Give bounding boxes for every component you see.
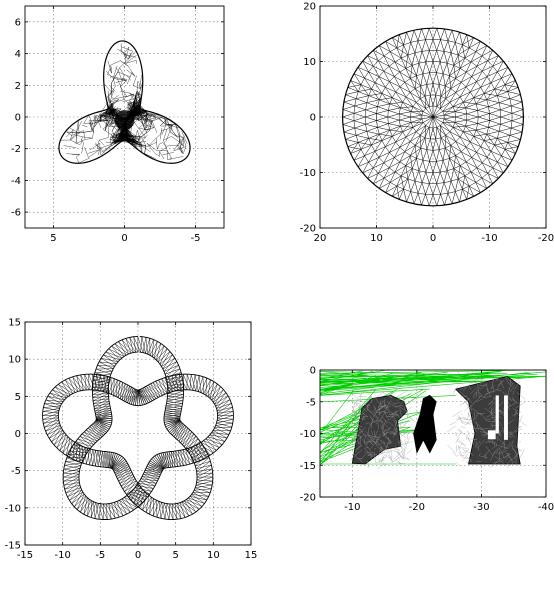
tick-marks <box>320 369 547 498</box>
x-tick-label: -20 <box>409 502 425 513</box>
propeller-hub <box>114 110 135 131</box>
y-tick-label: 10 <box>303 57 316 68</box>
knot-tube-outline <box>42 336 234 521</box>
disk-boundary <box>342 27 525 207</box>
y-tick-label: 20 <box>303 2 316 13</box>
x-tick-label: 10 <box>370 233 383 244</box>
y-tick-label: -15 <box>5 541 21 552</box>
mesh-part-gap <box>495 395 499 434</box>
series-group <box>42 336 234 521</box>
x-tick-label: -15 <box>17 550 33 561</box>
chart-4: -10 -20 -30 -40 0 -5 -10 -15 -20 <box>300 366 554 514</box>
x-tick-label: -20 <box>538 233 554 244</box>
x-tick-label: -5 <box>95 550 105 561</box>
y-tick-label: -20 <box>300 493 316 504</box>
x-tick-label: -10 <box>344 502 360 513</box>
x-tick-label: 0 <box>121 233 127 244</box>
x-tick-label: 0 <box>430 233 436 244</box>
chart-3: -15 -10 -5 0 5 10 15 15 10 5 0 -5 -10 -15 <box>5 318 258 562</box>
x-tick-label: -10 <box>54 550 70 561</box>
y-tick-label: 10 <box>8 355 21 366</box>
y-tick-label: -2 <box>11 144 21 155</box>
y-tick-label: -4 <box>11 176 21 187</box>
y-tick-label: 2 <box>15 81 21 92</box>
chart-1: 5 0 -5 6 4 2 0 -2 -4 -6 <box>11 5 225 244</box>
mesh-part-gap <box>487 430 496 440</box>
x-tick-label: 15 <box>245 550 258 561</box>
series-group <box>320 370 546 470</box>
series-group <box>342 27 525 207</box>
y-tick-label: 0 <box>15 113 21 124</box>
x-tick-label: 5 <box>50 233 56 244</box>
x-tick-label: -10 <box>481 233 497 244</box>
x-tick-label: 20 <box>314 233 327 244</box>
y-tick-label: -10 <box>5 503 21 514</box>
y-tick-label: 0 <box>15 429 21 440</box>
propeller-outline <box>58 40 191 164</box>
y-tick-label: -5 <box>11 466 21 477</box>
mesh-part-2 <box>413 394 437 454</box>
y-tick-label: 15 <box>8 318 21 329</box>
x-tick-label: 10 <box>207 550 220 561</box>
x-tick-label: -30 <box>473 502 489 513</box>
y-tick-label: 4 <box>15 49 21 60</box>
y-tick-label: 5 <box>15 392 21 403</box>
mesh-part-gap <box>504 395 508 440</box>
y-tick-label: -6 <box>11 208 21 219</box>
tick-marks <box>319 5 547 229</box>
y-tick-label: 6 <box>15 17 21 28</box>
y-tick-label: -10 <box>300 168 316 179</box>
knot-mesh <box>42 336 234 520</box>
propeller-mesh <box>61 43 188 164</box>
x-tick-label: 5 <box>172 550 178 561</box>
tick-marks <box>25 6 224 228</box>
y-tick-label: 0 <box>310 366 316 377</box>
black-mesh-parts <box>349 370 527 470</box>
y-tick-label: 0 <box>310 113 316 124</box>
y-tick-label: -10 <box>300 429 316 440</box>
mesh-part-1 <box>351 394 408 465</box>
grid-lines <box>25 6 224 228</box>
y-tick-label: -20 <box>300 224 316 235</box>
tick-marks <box>24 321 252 546</box>
x-tick-label: 0 <box>135 550 141 561</box>
x-tick-label: -40 <box>538 502 554 513</box>
x-tick-label: -5 <box>191 233 201 244</box>
y-tick-label: -5 <box>306 397 316 408</box>
series-group <box>58 40 191 164</box>
y-tick-label: -15 <box>300 461 316 472</box>
